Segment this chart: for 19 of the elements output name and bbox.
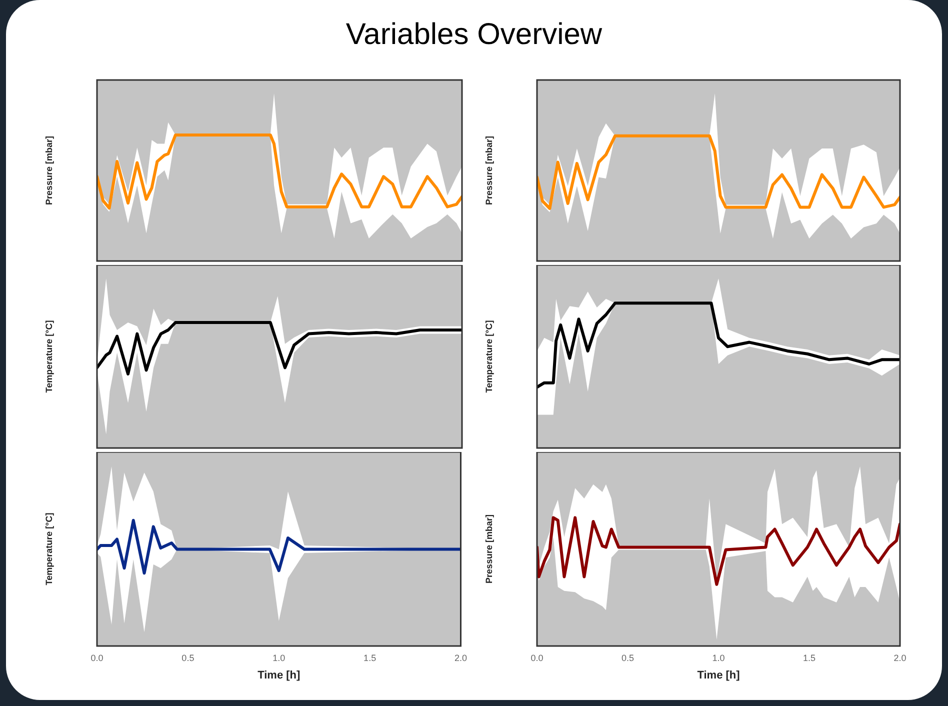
- x-tick-label: 1.0: [712, 652, 725, 663]
- x-tick-label: 0.0: [90, 652, 104, 663]
- x-tick-label: 2.0: [454, 652, 467, 663]
- x-tick-label: 1.5: [802, 652, 816, 663]
- x-tick-label: 0.5: [621, 652, 634, 663]
- chart-title: Variables Overview: [344, 18, 604, 52]
- x-tick-label: 1.5: [364, 652, 376, 663]
- y-axis-title: Pressure [mbar]: [484, 136, 494, 206]
- x-tick-label: 0.0: [530, 652, 544, 663]
- x-tick-label: 0.5: [182, 652, 194, 663]
- x-axis-title: Time [h]: [697, 669, 740, 682]
- y-axis-title: Pressure [mbar]: [44, 136, 54, 206]
- x-tick-label: 1.0: [272, 652, 286, 663]
- y-axis-title: Pressure [mbar]: [484, 514, 494, 584]
- x-axis-title: Time [h]: [258, 669, 300, 682]
- y-axis-title: Temperature [°C]: [484, 320, 494, 393]
- x-tick-label: 2.0: [894, 652, 906, 663]
- y-axis-title: Temperature [°C]: [44, 512, 54, 586]
- y-axis-title: Temperature [°C]: [44, 320, 54, 393]
